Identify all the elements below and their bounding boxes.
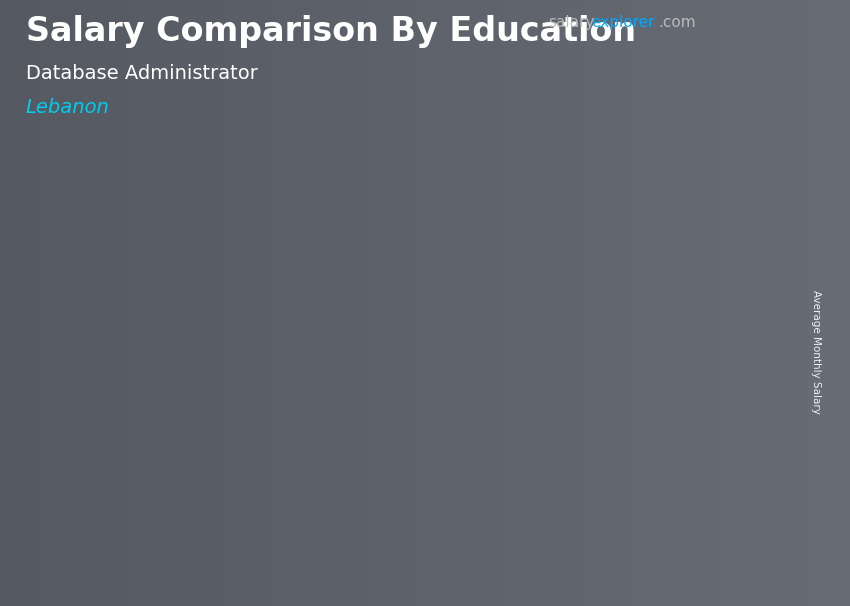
Text: Average Monthly Salary: Average Monthly Salary xyxy=(811,290,821,413)
Text: Database Administrator: Database Administrator xyxy=(26,64,258,82)
Text: 13,200,000 LBP: 13,200,000 LBP xyxy=(338,316,459,331)
Polygon shape xyxy=(704,50,750,70)
Text: salary: salary xyxy=(548,15,595,30)
Polygon shape xyxy=(716,34,738,53)
Bar xyxy=(724,69,729,73)
Text: 20,200,000 LBP: 20,200,000 LBP xyxy=(548,224,668,239)
Bar xyxy=(684,70,769,88)
Text: +34%: +34% xyxy=(235,268,333,297)
Text: +53%: +53% xyxy=(444,176,542,205)
Text: .com: .com xyxy=(659,15,696,30)
Bar xyxy=(684,36,769,70)
Text: Lebanon: Lebanon xyxy=(26,98,110,117)
Bar xyxy=(684,18,769,36)
Bar xyxy=(132,381,246,509)
Text: 9,800,000 LBP: 9,800,000 LBP xyxy=(134,361,245,376)
Polygon shape xyxy=(710,41,744,62)
Text: explorer: explorer xyxy=(591,15,654,30)
Bar xyxy=(551,244,666,509)
Bar xyxy=(341,336,456,509)
Text: Salary Comparison By Education: Salary Comparison By Education xyxy=(26,15,636,48)
